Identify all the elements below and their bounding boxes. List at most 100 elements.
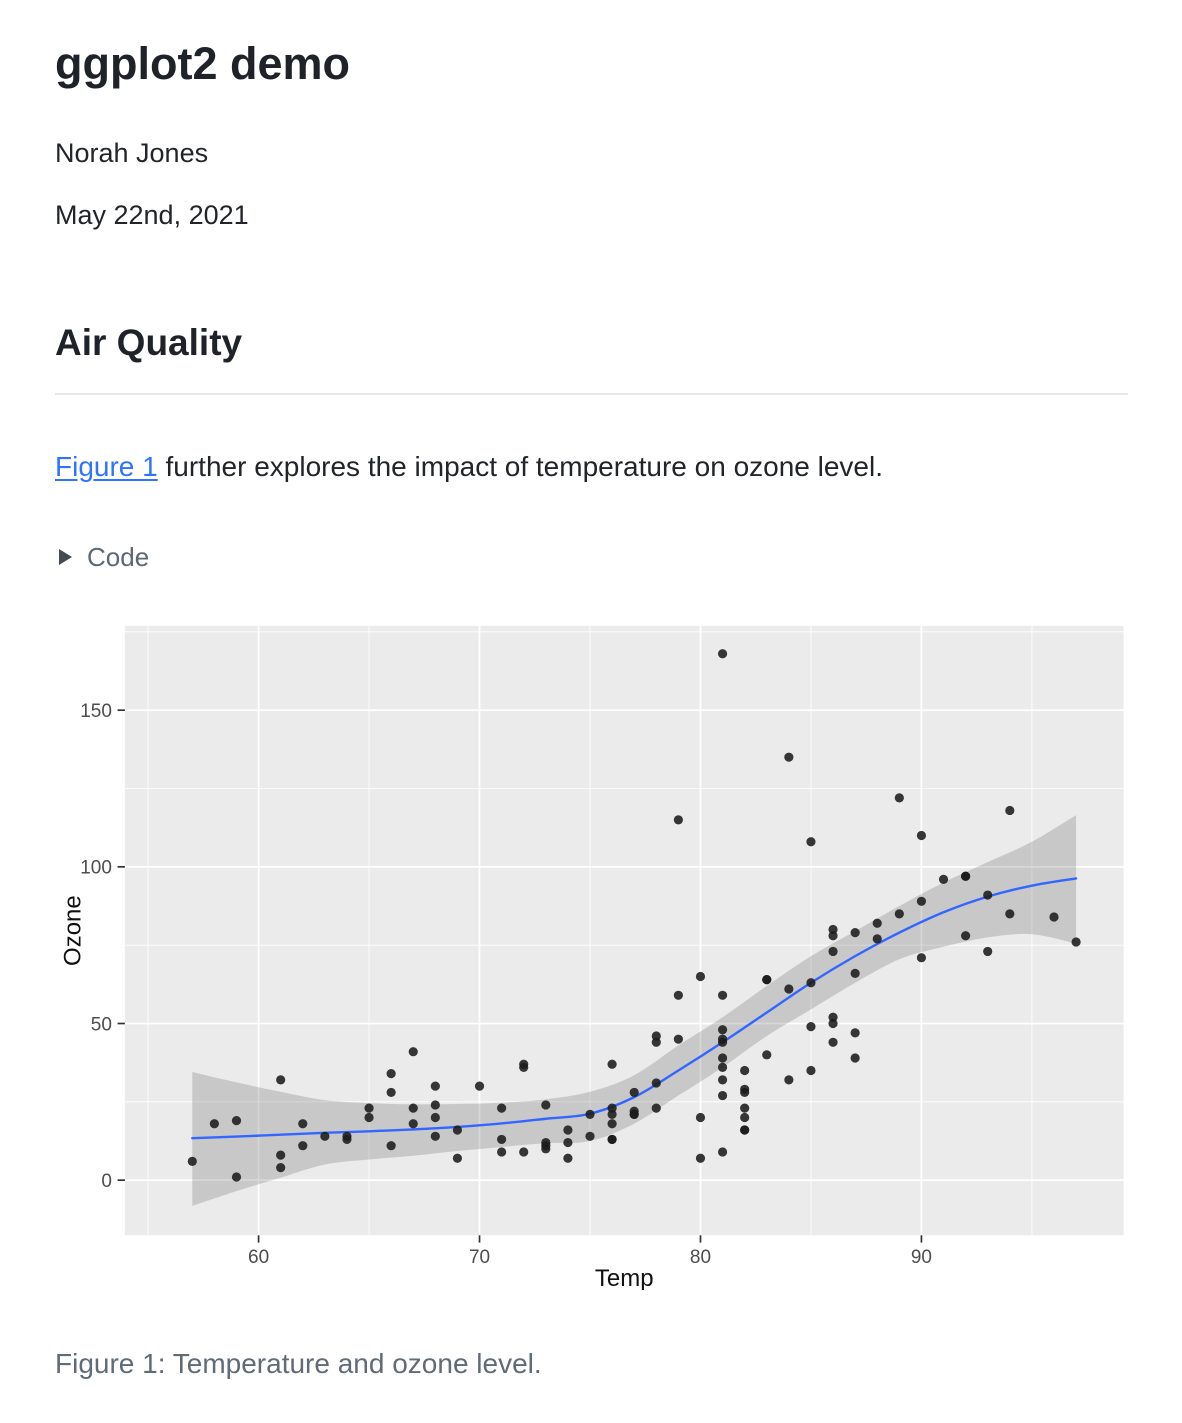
data-point	[497, 1147, 507, 1157]
data-point	[209, 1119, 219, 1129]
intro-paragraph: Figure 1 further explores the impact of …	[55, 448, 1128, 486]
data-point	[430, 1131, 440, 1142]
data-point	[717, 1037, 728, 1048]
data-point	[717, 1091, 728, 1101]
data-point	[607, 1059, 617, 1069]
data-point	[717, 1075, 728, 1085]
data-point	[673, 815, 683, 825]
data-point	[408, 1103, 418, 1113]
data-point	[740, 1125, 750, 1135]
data-point	[430, 1100, 440, 1110]
data-point	[695, 972, 706, 982]
data-point	[1049, 912, 1059, 922]
data-point	[607, 1109, 617, 1120]
y-tick-label: 0	[101, 1171, 112, 1192]
data-point	[850, 928, 860, 938]
data-point	[961, 871, 971, 881]
data-point	[1071, 937, 1081, 947]
data-point	[364, 1113, 374, 1123]
author: Norah Jones	[55, 137, 209, 168]
data-point	[872, 918, 882, 928]
data-point	[231, 1172, 242, 1182]
data-point	[430, 1113, 440, 1123]
data-point	[695, 1113, 706, 1123]
data-point	[916, 831, 927, 841]
data-point	[894, 793, 904, 803]
data-point	[430, 1081, 440, 1091]
loess-smooth-line	[191, 877, 1078, 1140]
data-point	[806, 1066, 816, 1076]
data-point	[762, 975, 772, 985]
data-point	[541, 1144, 551, 1154]
data-point	[298, 1141, 308, 1151]
data-point	[717, 1053, 728, 1063]
data-point	[408, 1119, 418, 1129]
data-point	[673, 1034, 683, 1044]
data-point	[806, 1022, 816, 1032]
data-point	[497, 1103, 507, 1113]
data-point	[828, 946, 838, 957]
data-point	[276, 1163, 286, 1173]
disclosure-triangle-icon	[59, 549, 72, 566]
data-point	[651, 1031, 661, 1041]
data-point	[386, 1141, 396, 1151]
data-point	[563, 1125, 573, 1135]
data-point	[1005, 909, 1015, 919]
data-point	[695, 1153, 706, 1163]
data-point	[717, 1147, 728, 1157]
data-point	[717, 649, 728, 659]
data-point	[938, 874, 949, 885]
data-point	[452, 1125, 463, 1135]
data-point	[519, 1059, 529, 1069]
figure-1-link[interactable]: Figure 1	[55, 451, 158, 483]
data-point	[408, 1047, 418, 1057]
data-point	[983, 890, 993, 900]
data-point	[717, 1062, 728, 1073]
data-point	[850, 1053, 860, 1063]
ozone-temp-scatter-plot: 60 70 80 90 0 50 100 150 Temp Ozone	[60, 626, 1124, 1292]
data-point	[740, 1066, 750, 1076]
data-point	[386, 1087, 396, 1098]
code-disclosure-summary[interactable]: Code	[55, 539, 1128, 575]
y-axis-title: Ozone	[60, 895, 87, 966]
data-point	[585, 1131, 595, 1142]
data-point	[276, 1075, 286, 1085]
data-point	[850, 968, 860, 979]
data-point	[497, 1134, 507, 1145]
data-point	[828, 1037, 838, 1048]
data-point	[872, 934, 882, 944]
data-point	[231, 1116, 242, 1126]
data-point	[717, 990, 728, 1001]
y-tick-label: 50	[91, 1014, 112, 1035]
data-point	[629, 1087, 639, 1098]
data-point	[673, 990, 683, 1001]
data-point	[740, 1087, 750, 1098]
data-point	[585, 1109, 595, 1120]
x-axis-title: Temp	[595, 1265, 654, 1290]
data-point	[651, 1103, 661, 1113]
data-point	[740, 1113, 750, 1123]
data-point	[784, 984, 794, 994]
data-point	[983, 946, 993, 957]
x-tick-label: 80	[690, 1247, 711, 1268]
data-point	[629, 1109, 639, 1120]
data-point	[717, 1025, 728, 1035]
data-point	[541, 1100, 551, 1110]
data-point	[563, 1138, 573, 1148]
code-disclosure: Code	[55, 539, 1128, 575]
data-point	[806, 837, 816, 847]
intro-text: further explores the impact of temperatu…	[157, 451, 883, 483]
data-point	[828, 1019, 838, 1029]
data-point	[474, 1081, 485, 1091]
data-point	[762, 1050, 772, 1060]
data-point	[187, 1156, 197, 1167]
x-tick-label: 70	[469, 1247, 490, 1268]
figure-1: 60 70 80 90 0 50 100 150 Temp Ozone Figure 1: Tem…	[55, 625, 1128, 1382]
data-point	[320, 1131, 330, 1142]
data-point	[961, 931, 971, 941]
x-tick-label: 90	[911, 1247, 932, 1268]
x-tick-label: 60	[248, 1247, 269, 1268]
publish-date: May 22nd, 2021	[55, 199, 249, 230]
data-point	[651, 1078, 661, 1088]
